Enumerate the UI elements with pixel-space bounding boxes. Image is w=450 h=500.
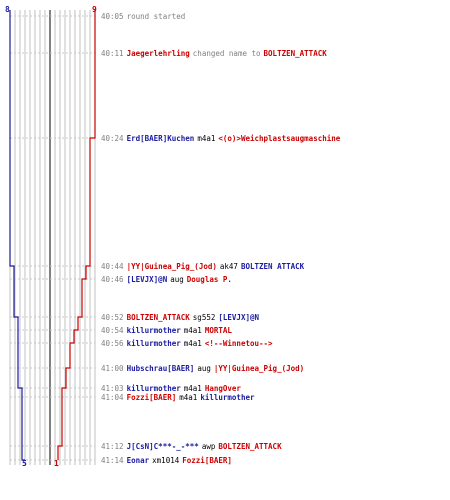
player-name: BOLTZEN_ATTACK [126, 313, 190, 322]
player-name: HangOver [204, 384, 241, 393]
event-row: 41:12 J[CsN]C***-_-*** awp BOLTZEN_ATTACK [101, 442, 285, 451]
event-row: 40:54 killurmother m4a1 MORTAL [101, 326, 235, 335]
player-name: BOLTZEN ATTACK [240, 262, 305, 271]
event-row: 40:52 BOLTZEN_ATTACK sg552 [LEVJX]@N [101, 313, 262, 322]
weapon-label: m4a1 [197, 134, 216, 143]
event-time: 40:44 [101, 262, 124, 271]
event-row: 40:44 |YY|Guinea_Pig_(Jod) ak47 BOLTZEN ATT… [101, 262, 307, 271]
alive-players-timeline [9, 10, 96, 465]
event-time: 40:56 [101, 339, 124, 348]
event-row: 41:03 killurmother m4a1 HangOver [101, 384, 244, 393]
player-name: BOLTZEN_ATTACK [263, 49, 327, 58]
weapon-label: m4a1 [183, 326, 202, 335]
player-name: killurmother [200, 393, 255, 402]
player-name: Hubschrau[BAER] [126, 364, 195, 373]
event-time: 40:11 [101, 49, 124, 58]
blue-team-alive-line [9, 10, 25, 461]
event-time: 40:54 [101, 326, 124, 335]
event-row: 41:04 Fozzi[BAER] m4a1 killurmother [101, 393, 258, 402]
event-text: changed name to [192, 49, 261, 58]
event-time: 40:52 [101, 313, 124, 322]
weapon-label: m4a1 [179, 393, 198, 402]
player-name: MORTAL [204, 326, 232, 335]
event-time: 41:00 [101, 364, 124, 373]
player-name: killurmother [126, 384, 181, 393]
player-name: <(o)>Weichplastsaugmaschine [218, 134, 341, 143]
player-name: [LEVJX]@N [218, 313, 260, 322]
player-name: BOLTZEN_ATTACK [218, 442, 282, 451]
event-time: 40:46 [101, 275, 124, 284]
weapon-label: xm1014 [152, 456, 180, 465]
blue-end-count: 5 [22, 459, 27, 468]
player-name: |YY|Guinea_Pig_(Jod) [126, 262, 217, 271]
red-team-alive-line [57, 10, 96, 460]
event-row: 41:00 Hubschrau[BAER] aug |YY|Guinea_Pig_(J… [101, 364, 307, 373]
player-name: Erd[BAER]Kuchen [126, 134, 195, 143]
player-name: killurmother [126, 339, 181, 348]
player-name: Douglas P. [186, 275, 232, 284]
player-name: Fozzi[BAER] [182, 456, 232, 465]
player-name: |YY|Guinea_Pig_(Jod) [213, 364, 305, 373]
weapon-label: m4a1 [183, 384, 202, 393]
weapon-label: ak47 [219, 262, 238, 271]
event-time: 40:05 [101, 12, 124, 21]
event-time: 41:14 [101, 456, 124, 465]
player-name: [LEVJX]@N [126, 275, 168, 284]
event-row: 40:46 [LEVJX]@N aug Douglas P. [101, 275, 235, 284]
weapon-label: awp [201, 442, 216, 451]
weapon-label: sg552 [192, 313, 216, 322]
player-name: killurmother [126, 326, 181, 335]
event-time: 41:12 [101, 442, 124, 451]
blue-start-count: 8 [5, 5, 10, 14]
player-name: Eonar [126, 456, 150, 465]
player-name: J[CsN]C***-_-*** [126, 442, 199, 451]
event-row: 40:11 Jaegerlehrling changed name to BOLTZE… [101, 49, 330, 58]
red-start-count: 9 [92, 5, 97, 14]
event-time: 40:24 [101, 134, 124, 143]
event-row: 41:14 Eonar xm1014 Fozzi[BAER] [101, 456, 235, 465]
event-row: 40:24 Erd[BAER]Kuchen m4a1 <(o)>Weichplasts… [101, 134, 343, 143]
event-time: 41:03 [101, 384, 124, 393]
event-row: 40:05 round started [101, 12, 188, 21]
weapon-label: m4a1 [183, 339, 202, 348]
player-name: <!--Winnetou--> [204, 339, 273, 348]
event-time: 41:04 [101, 393, 124, 402]
player-name: Jaegerlehrling [126, 49, 190, 58]
event-row: 40:56 killurmother m4a1 <!--Winnetou--> [101, 339, 276, 348]
weapon-label: aug [170, 275, 184, 284]
event-text: round started [126, 12, 186, 21]
weapon-label: aug [197, 364, 211, 373]
player-name: Fozzi[BAER] [126, 393, 177, 402]
red-end-count: 1 [54, 459, 59, 468]
